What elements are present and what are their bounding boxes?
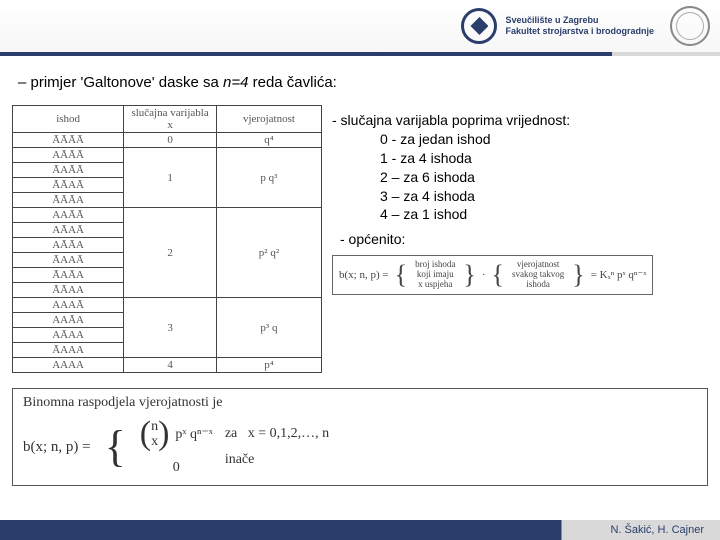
fsb-logo-icon (461, 8, 497, 44)
x-cell: 2 (124, 208, 217, 298)
outcome-cell: AAAA (13, 358, 124, 373)
outcome-cell: AĀAĀ (13, 223, 124, 238)
value-2: 2 – za 6 ishoda (332, 168, 653, 187)
outcome-cell: ĀĀĀĀ (13, 133, 124, 148)
table-row: AAAĀ3p³ q (13, 298, 322, 313)
prob-cell: q⁴ (216, 133, 321, 148)
outcome-cell: ĀAĀA (13, 268, 124, 283)
col-p: vjerojatnost (216, 106, 321, 133)
table-row: AAAA4p⁴ (13, 358, 322, 373)
value-1: 1 - za 4 ishoda (332, 149, 653, 168)
value-0: 0 - za jedan ishod (332, 130, 653, 149)
right-brace-icon: } (463, 263, 475, 286)
outcome-cell: ĀĀAA (13, 283, 124, 298)
outcomes-table-wrapper: ishod slučajna varijabla x vjerojatnost … (12, 105, 322, 373)
institution-branding: Sveučilište u Zagrebu Fakultet strojarst… (461, 6, 710, 46)
value-3: 3 – za 4 ishoda (332, 187, 653, 206)
outcome-cell: ĀĀĀA (13, 193, 124, 208)
prob-cell: p³ q (216, 298, 321, 358)
n-value: n=4 (223, 74, 248, 91)
general-heading: - općenito: (340, 230, 653, 249)
gf-lhs: b(x; n, p) = (339, 268, 389, 283)
prob-cell: p² q² (216, 208, 321, 298)
binom-term: pˣ qⁿ⁻ˣ (175, 427, 212, 442)
binom-lhs: b(x; n, p) = (23, 439, 91, 456)
table-row: ĀĀĀĀ0q⁴ (13, 133, 322, 148)
col-x: slučajna varijabla x (124, 106, 217, 133)
values-heading: - slučajna varijabla poprima vrijednost: (332, 111, 653, 130)
binom-cases: ( n x ) pˣ qⁿ⁻ˣ 0 (140, 419, 213, 475)
big-left-brace-icon: { (105, 429, 126, 464)
slide-content: – primjer 'Galtonove' daske sa n=4 reda … (0, 56, 720, 373)
binom-title: Binomna raspodjela vjerojatnosti je (23, 395, 697, 411)
explanation-text: - slučajna varijabla poprima vrijednost:… (332, 105, 653, 373)
outcomes-table: ishod slučajna varijabla x vjerojatnost … (12, 105, 322, 373)
outcome-cell: AAAĀ (13, 298, 124, 313)
uni-name: Sveučilište u Zagrebu (505, 15, 654, 26)
authors: N. Šakić, H. Cajner (610, 524, 704, 536)
x-cell: 3 (124, 298, 217, 358)
outcome-cell: AAĀA (13, 313, 124, 328)
table-row: AAĀĀ2p² q² (13, 208, 322, 223)
value-4: 4 – za 1 ishod (332, 205, 653, 224)
binomial-formula-box: Binomna raspodjela vjerojatnosti je b(x;… (12, 388, 708, 486)
x-cell: 4 (124, 358, 217, 373)
x-cell: 1 (124, 148, 217, 208)
x-cell: 0 (124, 133, 217, 148)
table-row: AĀĀĀ1p q³ (13, 148, 322, 163)
outcome-cell: AĀĀA (13, 238, 124, 253)
slide-header: Sveučilište u Zagrebu Fakultet strojarst… (0, 0, 720, 56)
prob-cell: p q³ (216, 148, 321, 208)
outcome-cell: AĀAA (13, 328, 124, 343)
outcome-cell: ĀAAĀ (13, 253, 124, 268)
gf-col2: vjerojatnost svakog takvog ishoda (510, 260, 566, 290)
binom-choose: ( n x ) (140, 419, 170, 450)
institution-text: Sveučilište u Zagrebu Fakultet strojarst… (505, 15, 654, 37)
prob-cell: p⁴ (216, 358, 321, 373)
gf-rhs: = Kₓⁿ pˣ qⁿ⁻ˣ (591, 268, 647, 283)
general-formula: b(x; n, p) = { broj ishoda koji imaju x … (332, 255, 653, 295)
outcome-cell: AĀĀĀ (13, 148, 124, 163)
binom-zero: 0 (140, 460, 213, 475)
right-brace-icon-2: } (572, 263, 584, 286)
faculty-name: Fakultet strojarstva i brodogradnje (505, 26, 654, 37)
outcome-cell: AAĀĀ (13, 208, 124, 223)
outcome-cell: ĀĀAĀ (13, 178, 124, 193)
slide-subtitle: – primjer 'Galtonove' daske sa n=4 reda … (12, 74, 708, 91)
slide-footer: N. Šakić, H. Cajner (0, 520, 720, 540)
binom-formula: b(x; n, p) = { ( n x ) pˣ qⁿ⁻ˣ 0 za x = … (23, 419, 697, 475)
university-seal-icon (670, 6, 710, 46)
left-brace-icon: { (395, 263, 407, 286)
left-brace-icon-2: { (491, 263, 503, 286)
outcome-cell: ĀAĀĀ (13, 163, 124, 178)
gf-col1: broj ishoda koji imaju x uspjeha (413, 260, 457, 290)
binom-conditions: za x = 0,1,2,…, n inače (225, 426, 329, 468)
col-ishod: ishod (13, 106, 124, 133)
outcome-cell: ĀAAA (13, 343, 124, 358)
